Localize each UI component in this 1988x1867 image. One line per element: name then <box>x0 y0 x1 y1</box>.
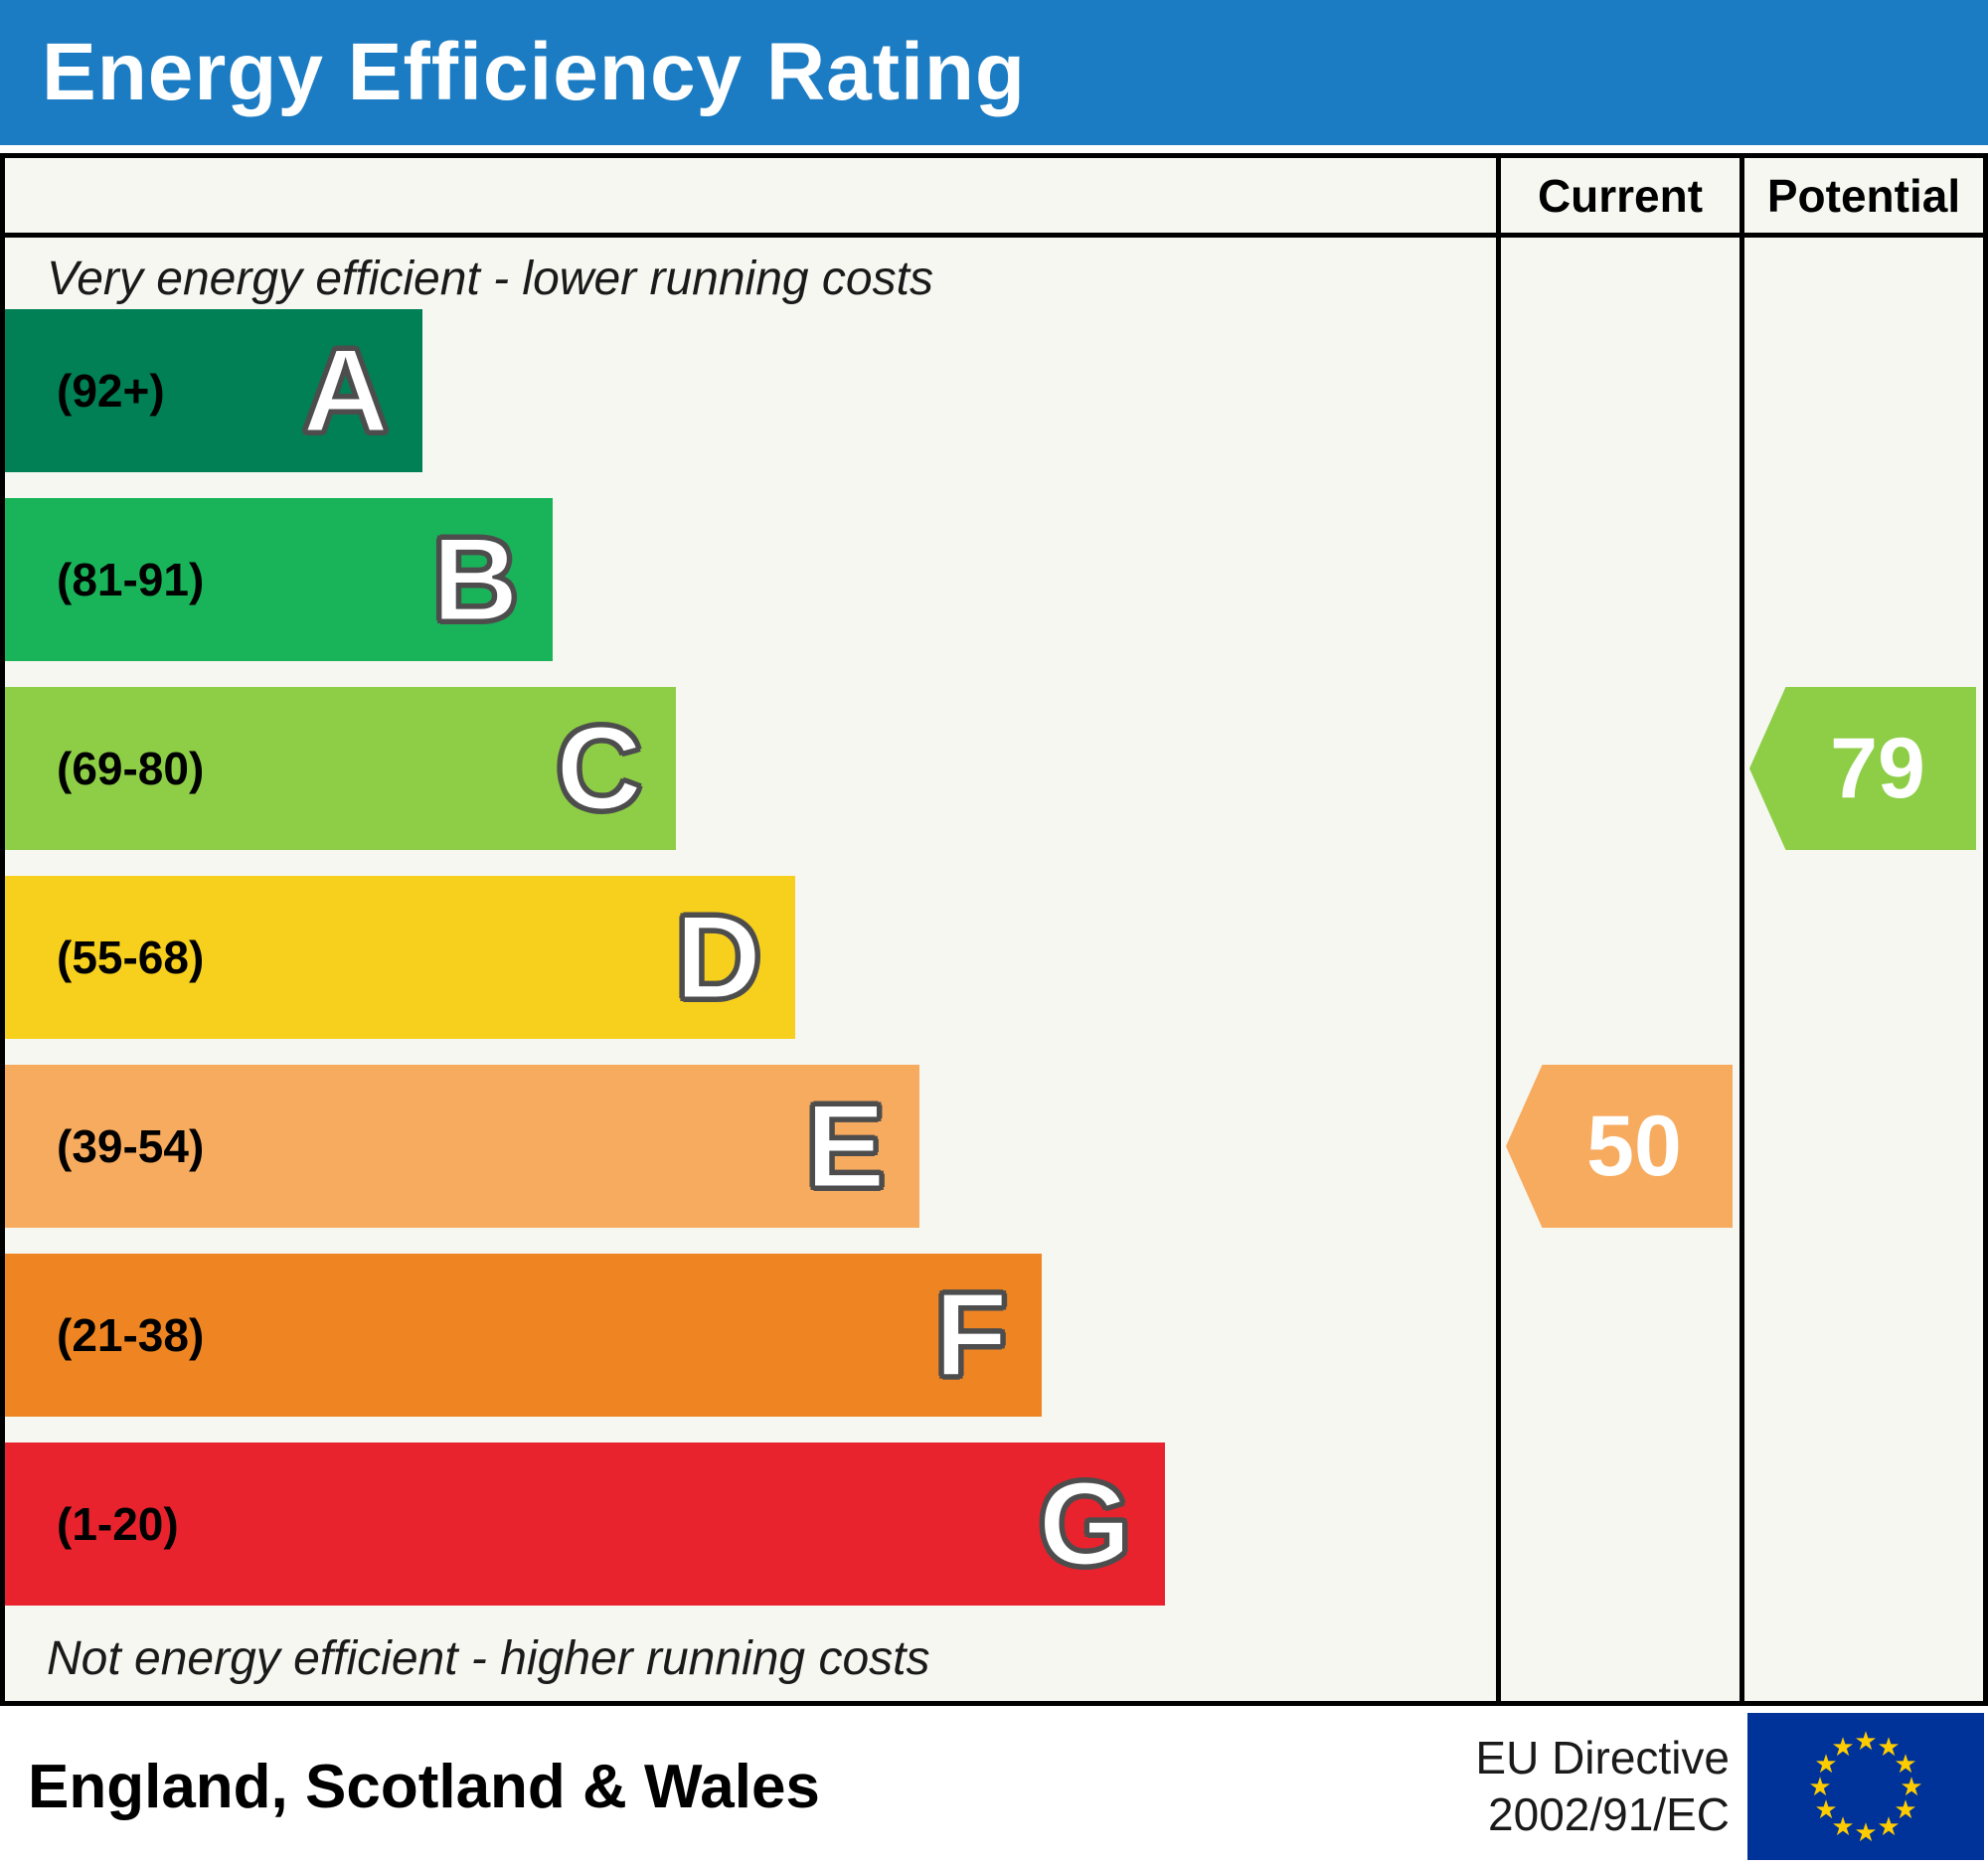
potential-rating-value: 79 <box>1830 720 1925 816</box>
current-rating-value: 50 <box>1586 1098 1682 1194</box>
eu-flag-field <box>1747 1713 1984 1860</box>
page-title: Energy Efficiency Rating <box>42 27 1027 117</box>
potential-column: Potential 79 <box>1740 158 1983 1701</box>
svg-text:★: ★ <box>1814 1750 1837 1780</box>
potential-rating-arrow: 79 <box>1749 687 1976 850</box>
svg-text:★: ★ <box>1877 1733 1900 1763</box>
band-letter: C <box>555 702 644 835</box>
eu-directive-line2: 2002/91/EC <box>1488 1788 1730 1840</box>
svg-text:★: ★ <box>1831 1733 1854 1763</box>
band-bar-f: (21-38) F <box>5 1254 1042 1417</box>
rating-table: Very energy efficient - lower running co… <box>0 153 1988 1706</box>
region-label: England, Scotland & Wales <box>28 1752 820 1821</box>
top-note: Very energy efficient - lower running co… <box>47 253 933 305</box>
band-bar-g: (1-20) G <box>5 1443 1165 1606</box>
band-range-label: (21-38) <box>57 1309 205 1361</box>
band-letter: D <box>674 891 763 1024</box>
band-bar-c: (69-80) C <box>5 687 676 850</box>
band-bar-e: (39-54) E <box>5 1065 919 1228</box>
bands-column-header <box>5 158 1496 238</box>
svg-text:★: ★ <box>1808 1773 1831 1802</box>
bottom-note: Not energy efficient - higher running co… <box>47 1632 930 1685</box>
eu-directive-label: EU Directive 2002/91/EC <box>1475 1730 1730 1844</box>
current-column-header: Current <box>1501 158 1740 238</box>
band-bar-d: (55-68) D <box>5 876 795 1039</box>
chart-header: Energy Efficiency Rating <box>0 0 1988 145</box>
band-bar-b: (81-91) B <box>5 498 553 661</box>
band-range-label: (69-80) <box>57 743 205 794</box>
chart-footer: England, Scotland & Wales EU Directive 2… <box>0 1706 1988 1867</box>
band-range-label: (55-68) <box>57 932 205 983</box>
eu-directive-line1: EU Directive <box>1475 1731 1730 1783</box>
current-rating-arrow: 50 <box>1506 1065 1733 1228</box>
eu-flag: ★ ★ ★ ★ ★ ★ ★ ★ ★ ★ ★ ★ <box>1747 1713 1984 1860</box>
bands-column: Very energy efficient - lower running co… <box>5 158 1496 1701</box>
band-bar-a: (92+) A <box>5 309 422 472</box>
band-letter: G <box>1037 1457 1132 1591</box>
band-range-label: (1-20) <box>57 1498 179 1550</box>
current-column: Current 50 <box>1496 158 1740 1701</box>
band-bars: (92+) A (81-91) B (69-80) C (55-68) D (3… <box>5 309 1496 1606</box>
band-range-label: (39-54) <box>57 1120 205 1172</box>
potential-column-header: Potential <box>1744 158 1983 238</box>
band-letter: E <box>804 1080 887 1213</box>
svg-text:★: ★ <box>1854 1818 1877 1848</box>
svg-text:★: ★ <box>1900 1773 1922 1802</box>
band-letter: B <box>430 513 520 646</box>
band-letter: F <box>933 1269 1009 1402</box>
svg-text:★: ★ <box>1831 1812 1854 1842</box>
svg-text:★: ★ <box>1814 1795 1837 1825</box>
eu-flag-stars: ★ ★ ★ ★ ★ ★ ★ ★ ★ ★ ★ ★ <box>1808 1727 1922 1848</box>
svg-text:★: ★ <box>1877 1812 1900 1842</box>
svg-text:★: ★ <box>1894 1795 1916 1825</box>
band-range-label: (81-91) <box>57 554 205 605</box>
band-letter: A <box>301 324 391 457</box>
svg-text:★: ★ <box>1854 1727 1877 1757</box>
svg-text:★: ★ <box>1894 1750 1916 1780</box>
band-range-label: (92+) <box>57 365 165 417</box>
